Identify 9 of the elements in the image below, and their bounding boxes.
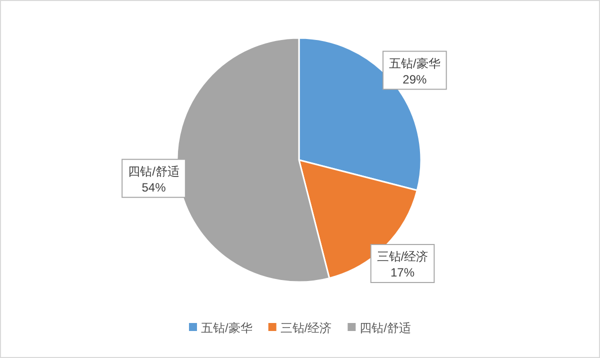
data-label: 17%: [390, 266, 415, 280]
slice-label: 三钻/经济: [376, 250, 428, 264]
data-label: 29%: [402, 72, 428, 86]
slice-label: 四钻/舒适: [128, 164, 180, 178]
legend-label: 四钻/舒适: [360, 321, 412, 335]
legend-label: 五钻/豪华: [200, 321, 252, 335]
legend-label: 三钻/经济: [280, 321, 332, 335]
data-label: 54%: [142, 180, 166, 194]
slice-label: 五钻/豪华: [389, 56, 440, 70]
